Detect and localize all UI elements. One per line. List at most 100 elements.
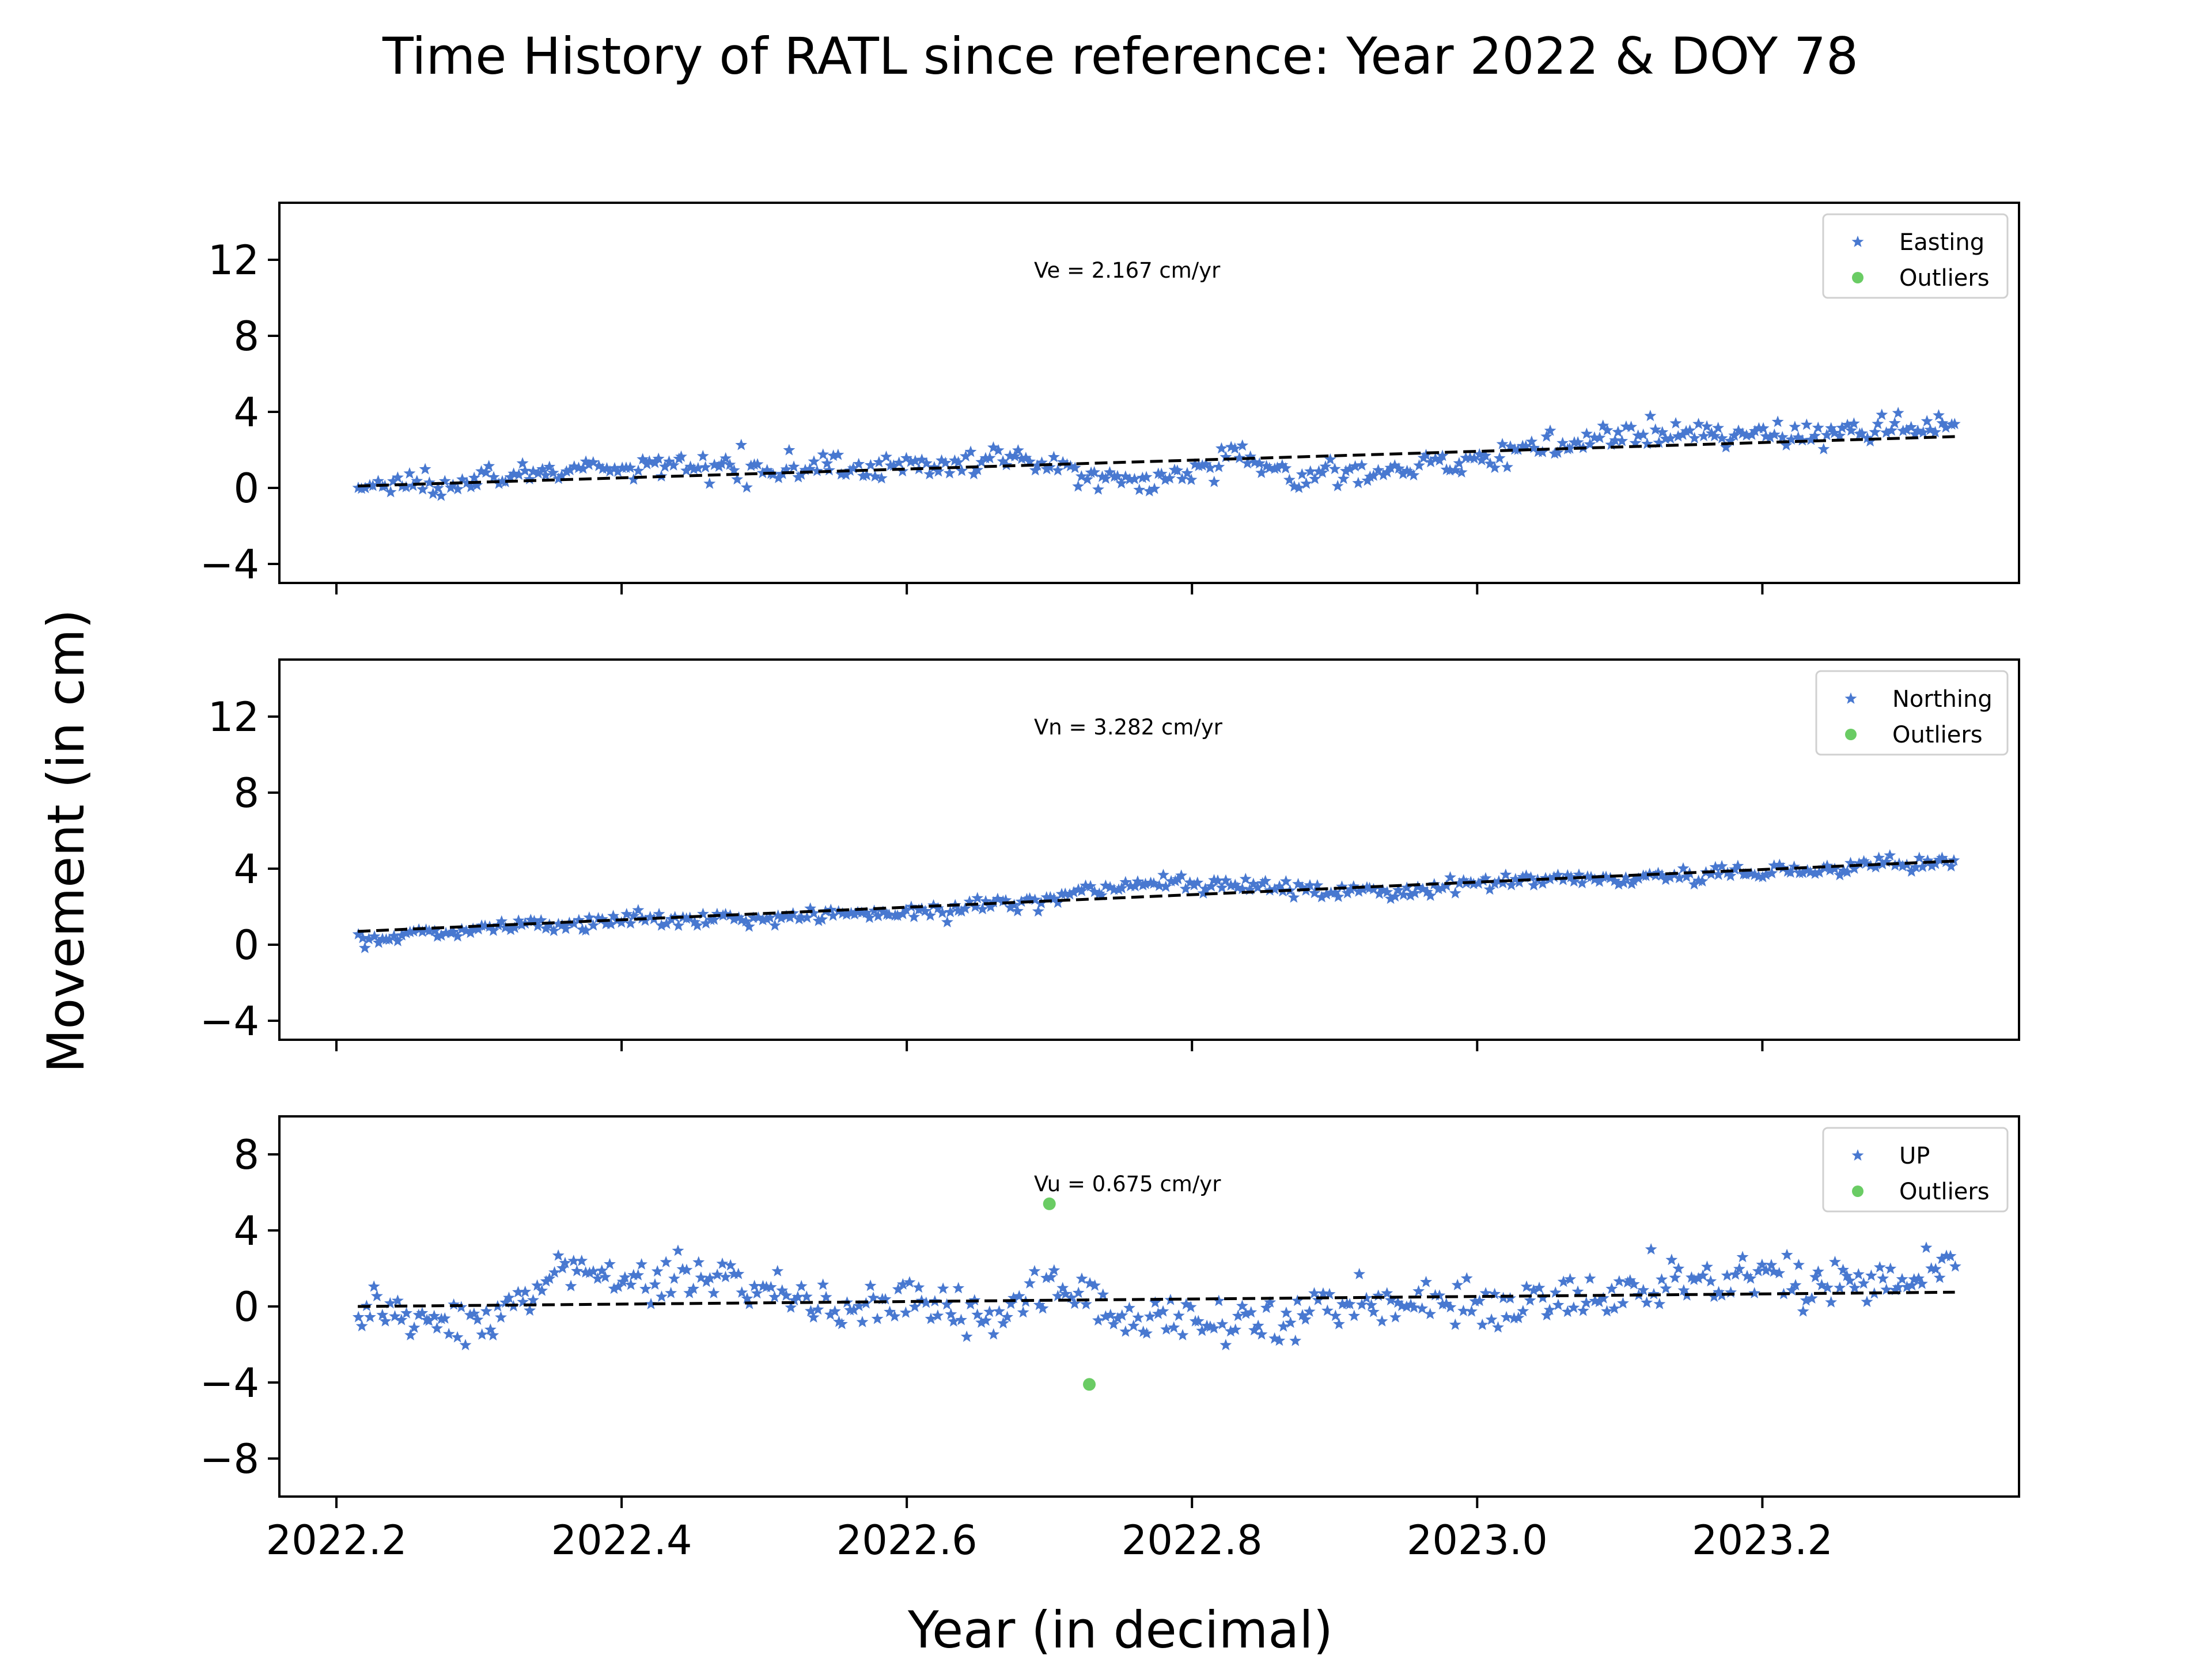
data-point-up	[1705, 1275, 1717, 1287]
data-point-up	[438, 1312, 451, 1324]
data-point-up	[1157, 1305, 1169, 1317]
data-point-easting	[1664, 432, 1677, 444]
data-point-northing	[540, 922, 552, 934]
data-point-up	[1752, 1264, 1764, 1277]
data-point-up	[1392, 1296, 1404, 1308]
data-point-northing	[883, 908, 895, 921]
data-point-up	[1213, 1294, 1225, 1306]
data-point-easting	[1300, 477, 1313, 489]
data-point-up	[1080, 1298, 1092, 1310]
data-point-easting	[1768, 428, 1781, 440]
data-point-up	[656, 1290, 668, 1302]
data-point-northing	[600, 918, 612, 929]
data-point-up	[1216, 1317, 1229, 1330]
legend-up: UP Outliers	[1822, 1127, 2009, 1213]
data-point-up	[1645, 1243, 1657, 1255]
data-point-northing	[352, 928, 365, 940]
data-point-northing	[1893, 857, 1906, 869]
data-point-northing	[388, 929, 400, 941]
data-point-easting	[392, 471, 404, 483]
data-point-northing	[1705, 868, 1717, 880]
data-point-easting	[564, 464, 576, 476]
data-point-easting	[493, 477, 505, 489]
data-point-northing	[1905, 865, 1918, 877]
data-point-easting	[971, 464, 984, 475]
data-point-up	[1127, 1319, 1140, 1331]
data-point-up	[1137, 1325, 1150, 1337]
data-point-up	[1204, 1320, 1217, 1332]
data-point-up	[1229, 1323, 1242, 1335]
data-point-northing	[1063, 888, 1076, 900]
data-point-northing	[508, 921, 521, 933]
data-point-easting	[400, 480, 412, 493]
data-point-up	[687, 1282, 700, 1294]
data-point-easting	[1309, 472, 1321, 484]
data-point-up	[1107, 1317, 1120, 1330]
data-point-up	[1789, 1279, 1802, 1291]
data-point-up	[1524, 1294, 1536, 1306]
data-point-easting	[1588, 431, 1601, 443]
data-point-northing	[1357, 883, 1369, 895]
data-point-easting	[1241, 457, 1253, 469]
data-point-up	[879, 1293, 892, 1305]
data-point-northing	[456, 923, 468, 934]
y-tick-label-easting: −4	[200, 541, 259, 588]
data-point-up	[476, 1328, 488, 1340]
data-point-easting	[783, 444, 796, 456]
data-point-northing	[1424, 889, 1437, 901]
data-point-northing	[607, 910, 620, 922]
y-tick-label-easting: 8	[233, 313, 259, 360]
data-point-easting	[1528, 441, 1540, 453]
data-point-up	[1168, 1321, 1180, 1333]
data-point-up	[1605, 1282, 1618, 1294]
data-point-northing	[775, 911, 787, 923]
data-point-up	[567, 1255, 580, 1266]
data-point-easting	[1425, 456, 1437, 468]
data-point-northing	[733, 911, 745, 923]
data-point-up	[807, 1311, 820, 1323]
data-point-northing	[1660, 873, 1672, 885]
data-point-up	[1825, 1296, 1838, 1308]
data-point-easting	[827, 449, 840, 461]
data-point-up	[867, 1291, 880, 1304]
y-tick-label-easting: 4	[233, 389, 259, 436]
data-point-up	[1767, 1265, 1780, 1277]
data-point-easting	[864, 459, 877, 471]
data-point-up	[1812, 1265, 1824, 1277]
data-point-up	[512, 1286, 524, 1298]
data-point-northing	[711, 907, 724, 919]
data-point-northing	[1632, 872, 1645, 884]
data-point-northing	[1273, 880, 1286, 892]
data-point-northing	[1179, 882, 1192, 895]
data-point-up	[1901, 1281, 1913, 1293]
data-point-northing	[605, 918, 617, 930]
data-point-northing	[1548, 870, 1560, 882]
data-point-up	[741, 1292, 753, 1304]
data-point-easting	[513, 468, 525, 480]
data-point-northing	[1483, 883, 1496, 895]
data-point-easting	[1123, 473, 1136, 485]
data-point-easting	[419, 463, 431, 475]
data-point-up	[400, 1306, 413, 1319]
data-point-up	[1474, 1294, 1486, 1306]
data-point-northing	[708, 913, 720, 925]
data-point-easting	[1845, 424, 1857, 436]
data-point-up	[945, 1308, 957, 1320]
data-point-easting	[1911, 424, 1924, 436]
data-point-easting	[1115, 477, 1128, 488]
data-point-northing	[1373, 887, 1385, 899]
data-point-easting	[652, 452, 665, 464]
data-point-easting	[887, 459, 900, 471]
data-point-up	[993, 1305, 1005, 1317]
data-point-up	[1816, 1279, 1828, 1290]
data-point-easting	[555, 469, 568, 481]
data-point-up	[1721, 1269, 1733, 1281]
data-point-up	[1884, 1262, 1897, 1274]
data-point-northing	[1153, 879, 1165, 891]
data-point-up	[651, 1265, 664, 1277]
data-point-northing	[1824, 863, 1836, 876]
data-point-northing	[487, 924, 499, 936]
data-point-easting	[487, 471, 500, 483]
data-point-easting	[612, 465, 624, 477]
data-point-up	[1028, 1265, 1041, 1277]
